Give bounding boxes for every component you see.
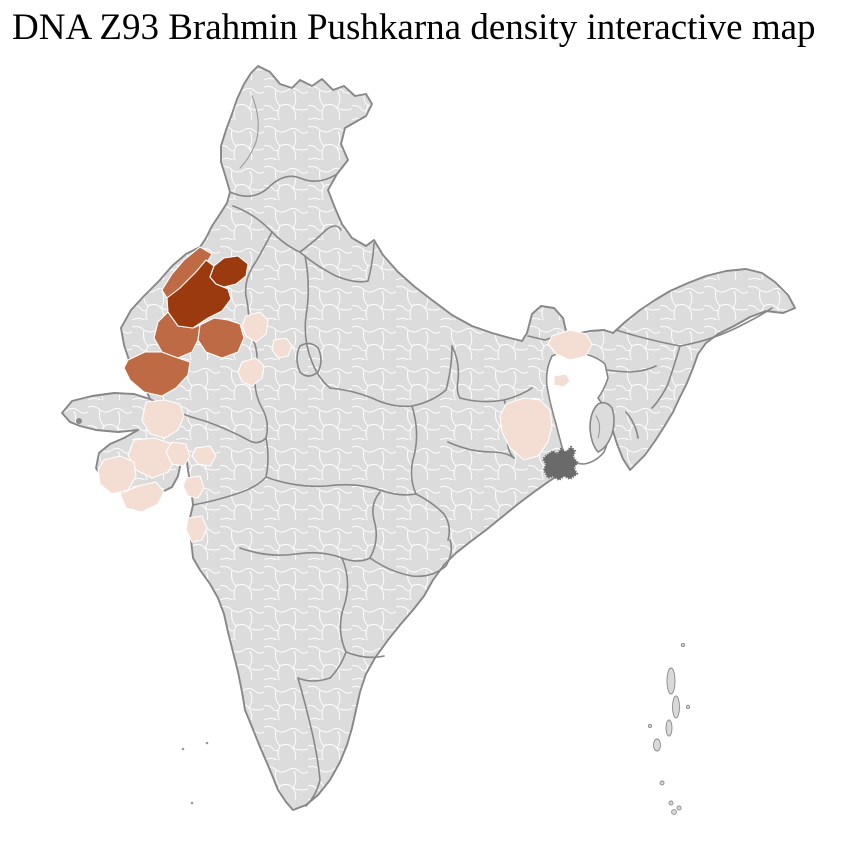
district-low-7[interactable] <box>119 481 165 513</box>
district-low-14[interactable] <box>553 373 571 388</box>
tripura-district-line <box>595 415 601 439</box>
district-low-13[interactable] <box>547 329 593 361</box>
medium-density-districts[interactable] <box>123 246 245 397</box>
lakshadweep-islands[interactable] <box>181 741 209 805</box>
sundarbans-delta[interactable] <box>541 445 579 482</box>
district-medium-4[interactable] <box>197 317 245 359</box>
andaman-nicobar-islands[interactable] <box>647 642 691 815</box>
high-density-districts[interactable] <box>166 255 249 329</box>
kutch-marsh-patch <box>76 418 82 424</box>
district-high-1[interactable] <box>166 259 232 329</box>
district-low-3[interactable] <box>237 357 265 387</box>
district-low-11[interactable] <box>185 515 208 543</box>
district-low-9[interactable] <box>191 445 217 467</box>
district-low-8[interactable] <box>165 441 191 467</box>
district-boundaries-texture <box>62 66 795 810</box>
low-density-districts[interactable] <box>97 311 593 543</box>
page-title: DNA Z93 Brahmin Pushkarna density intera… <box>12 7 816 48</box>
district-low-2[interactable] <box>271 337 293 359</box>
district-high-2[interactable] <box>209 255 249 288</box>
tripura-region[interactable] <box>589 401 615 453</box>
district-low-1[interactable] <box>241 311 269 343</box>
district-low-12[interactable] <box>499 397 553 461</box>
district-medium-2[interactable] <box>123 351 191 397</box>
district-low-10[interactable] <box>182 475 205 499</box>
district-low-4[interactable] <box>141 399 185 439</box>
